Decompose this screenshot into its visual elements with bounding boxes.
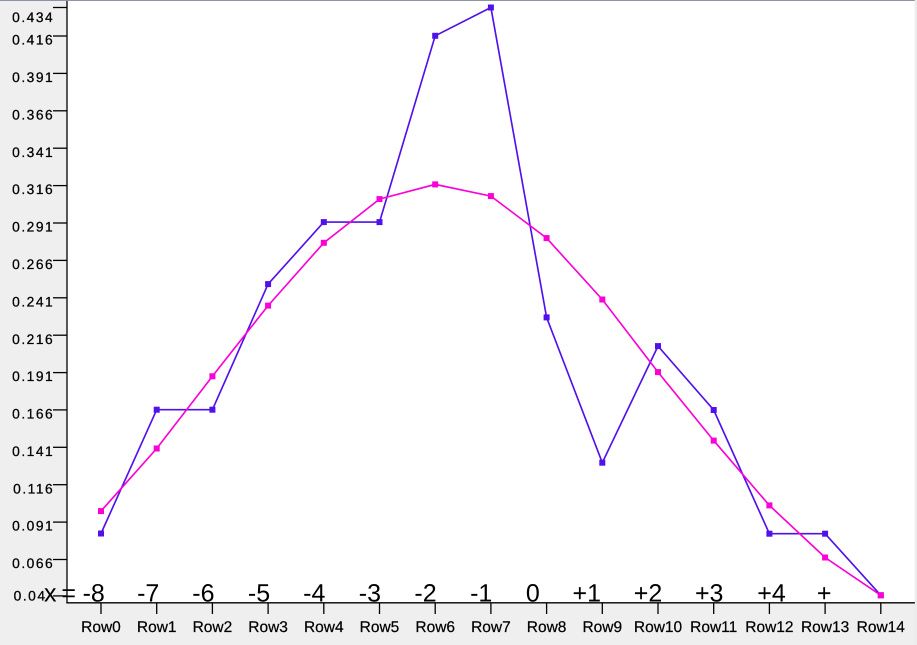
svg-text:-5: -5	[248, 579, 270, 607]
svg-text:0.316: 0.316	[12, 182, 54, 197]
svg-text:-2: -2	[414, 579, 436, 607]
svg-text:0.266: 0.266	[12, 257, 54, 272]
svg-text:0.04: 0.04	[14, 588, 47, 603]
svg-text:0.066: 0.066	[12, 556, 54, 571]
svg-text:+: +	[817, 579, 832, 607]
svg-text:Row1: Row1	[137, 619, 177, 636]
svg-text:+2: +2	[634, 579, 663, 607]
svg-text:+4: +4	[757, 579, 786, 607]
svg-text:-8: -8	[83, 579, 105, 607]
svg-text:0.091: 0.091	[12, 519, 54, 534]
svg-text:Row6: Row6	[415, 619, 455, 636]
svg-text:x: x	[44, 579, 57, 607]
svg-text:Row4: Row4	[304, 619, 344, 636]
svg-text:-1: -1	[470, 579, 492, 607]
svg-text:Row11: Row11	[690, 619, 737, 636]
svg-text:-3: -3	[359, 579, 381, 607]
svg-text:0.416: 0.416	[12, 33, 54, 48]
svg-text:Row12: Row12	[745, 619, 793, 636]
svg-text:Row14: Row14	[857, 619, 906, 636]
svg-text:0.366: 0.366	[12, 107, 54, 122]
svg-text:0.434: 0.434	[12, 10, 54, 25]
svg-text:+1: +1	[573, 579, 602, 607]
svg-text:Row13: Row13	[801, 619, 849, 636]
svg-text:=: =	[61, 579, 76, 607]
svg-text:Row3: Row3	[248, 619, 288, 636]
svg-text:0.341: 0.341	[12, 145, 54, 160]
svg-text:0.291: 0.291	[12, 220, 54, 235]
svg-text:-7: -7	[137, 579, 159, 607]
svg-text:Row2: Row2	[193, 619, 233, 636]
svg-text:+3: +3	[695, 579, 724, 607]
svg-text:Row9: Row9	[582, 619, 622, 636]
svg-text:Row8: Row8	[527, 619, 567, 636]
svg-text:-4: -4	[303, 579, 325, 607]
svg-text:0.391: 0.391	[12, 70, 54, 85]
svg-text:0: 0	[526, 579, 540, 607]
svg-text:0.141: 0.141	[12, 444, 54, 459]
svg-text:0.191: 0.191	[12, 369, 54, 384]
svg-text:0.241: 0.241	[12, 294, 54, 309]
svg-text:Row10: Row10	[634, 619, 683, 636]
svg-text:Row5: Row5	[360, 619, 400, 636]
svg-text:Row0: Row0	[81, 619, 121, 636]
svg-text:Row7: Row7	[471, 619, 511, 636]
svg-text:0.216: 0.216	[12, 332, 54, 347]
svg-text:0.166: 0.166	[12, 407, 54, 422]
svg-text:-6: -6	[192, 579, 214, 607]
svg-text:0.116: 0.116	[13, 481, 54, 496]
